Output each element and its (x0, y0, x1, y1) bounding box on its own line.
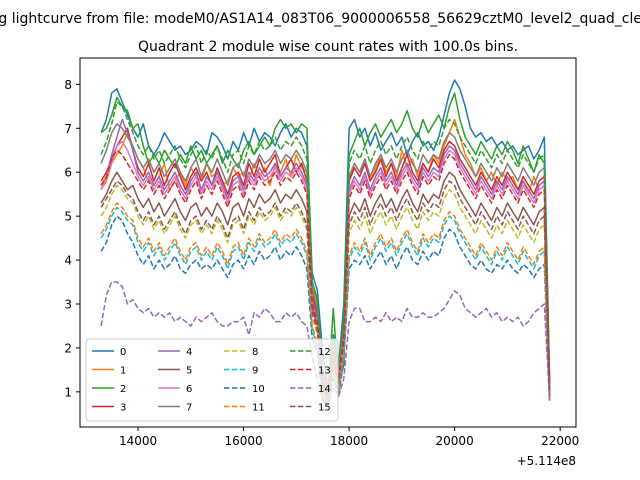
legend-label-5: 5 (186, 366, 192, 377)
y-tick-label: 1 (64, 385, 72, 399)
legend-label-12: 12 (318, 347, 331, 358)
legend-label-2: 2 (120, 384, 126, 395)
x-tick-label: 22000 (541, 434, 579, 448)
legend-label-1: 1 (120, 366, 126, 377)
y-tick-label: 6 (64, 166, 72, 180)
y-axis: 1 2 3 4 5 6 7 8 (64, 78, 80, 399)
chart-title: Quadrant 2 module wise count rates with … (138, 39, 518, 55)
legend-label-14: 14 (318, 384, 331, 395)
series-line-9 (100, 206, 551, 406)
series-line-13 (100, 149, 551, 398)
x-tick-label: 16000 (224, 434, 262, 448)
x-tick-label: 18000 (330, 434, 368, 448)
legend-label-9: 9 (252, 366, 258, 377)
legend-label-3: 3 (120, 403, 126, 414)
y-tick-label: 7 (64, 122, 72, 136)
figure-suptitle: Plotting lightcurve from file: modeM0/AS… (0, 11, 640, 27)
y-tick-label: 4 (64, 254, 72, 268)
y-tick-label: 5 (64, 210, 72, 224)
series-line-14 (100, 281, 551, 406)
legend-label-13: 13 (318, 366, 331, 377)
axes-frame (79, 57, 577, 428)
legend-label-6: 6 (186, 384, 192, 395)
legend-box (85, 338, 339, 422)
legend-label-8: 8 (252, 347, 258, 358)
legend-label-0: 0 (120, 347, 126, 358)
x-offset-label: +5.114e8 (517, 454, 576, 468)
legend-label-15: 15 (318, 403, 331, 414)
y-tick-label: 3 (64, 298, 72, 312)
x-tick-label: 20000 (436, 434, 474, 448)
legend-label-7: 7 (186, 403, 192, 414)
legend-label-11: 11 (252, 403, 265, 414)
x-tick-label: 14000 (119, 434, 157, 448)
x-axis: 14000 16000 18000 20000 22000 (119, 427, 579, 448)
legend-label-4: 4 (186, 347, 192, 358)
y-tick-label: 2 (64, 341, 72, 355)
legend-label-10: 10 (252, 384, 265, 395)
y-tick-label: 8 (64, 78, 72, 92)
